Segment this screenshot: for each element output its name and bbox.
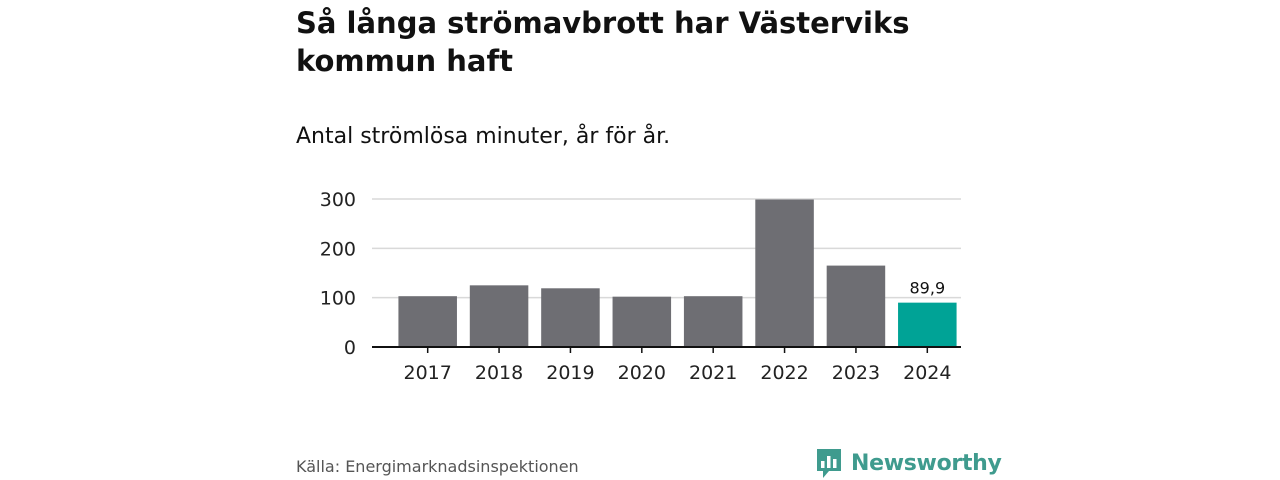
x-tick-label-2018: 2018 — [475, 362, 523, 384]
y-tick-label-0: 0 — [344, 337, 356, 359]
x-tick-label-2022: 2022 — [760, 362, 808, 384]
x-tick-label-2017: 2017 — [404, 362, 452, 384]
y-tick-label-200: 200 — [320, 238, 356, 260]
brand-logo[interactable]: Newsworthy — [815, 446, 1002, 480]
bar-2020 — [612, 296, 672, 347]
x-tick-label-2020: 2020 — [618, 362, 666, 384]
bar-chart-speech-bubble-icon — [817, 449, 841, 478]
bar-2019 — [541, 288, 600, 347]
bar-2021 — [683, 296, 743, 347]
x-tick-label-2019: 2019 — [546, 362, 594, 384]
source-note: Källa: Energimarknadsinspektionen — [296, 457, 579, 476]
bar-chart: 0 100 200 300 2017 2018 2019 2020 2021 2022 2023 20… — [320, 189, 961, 384]
x-tick-label-2023: 2023 — [832, 362, 880, 384]
bar-2022 — [755, 199, 814, 347]
y-tick-label-100: 100 — [320, 288, 356, 310]
brand-name: Newsworthy — [851, 450, 1002, 476]
bar-2017 — [398, 296, 457, 347]
x-tick-label-2024: 2024 — [903, 362, 951, 384]
y-tick-label-300: 300 — [320, 189, 356, 211]
chart-subtitle: Antal strömlösa minuter, år för år. — [296, 124, 671, 149]
x-tick-label-2021: 2021 — [689, 362, 737, 384]
data-label-2024: 89,9 — [910, 279, 946, 298]
chart-title: Så långa strömavbrott har Västerviks kom… — [296, 6, 910, 78]
bar-2023 — [826, 265, 886, 347]
bar-2018 — [469, 285, 529, 347]
bar-2024 — [898, 302, 957, 347]
